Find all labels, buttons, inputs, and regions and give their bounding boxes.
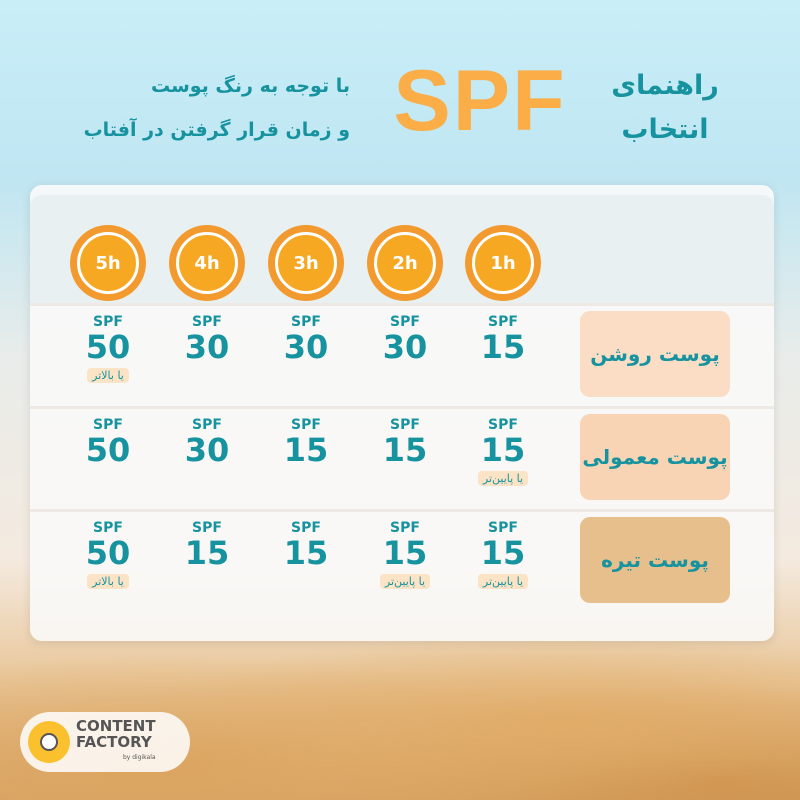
- title: راهنمای انتخاب: [600, 64, 730, 152]
- hours-header: 1h 2h 3h 4h 5h: [30, 195, 774, 305]
- spf-value: 15: [283, 431, 329, 469]
- clock-icon-4h: 4h: [169, 225, 245, 301]
- spf-cell: SPF 50 یا بالاتر: [58, 520, 158, 589]
- hour-label: 2h: [374, 232, 436, 294]
- spf-prefix: SPF: [192, 314, 222, 330]
- subtitle-line-1: با توجه به رنگ پوست: [150, 75, 350, 97]
- spf-prefix: SPF: [390, 520, 420, 536]
- spf-cell: SPF 50: [58, 417, 158, 467]
- table-row: پوست روشن SPF 15 SPF 30 SPF 30 SPF 30 SPF 50 یا بال…: [30, 303, 774, 400]
- spf-cell: SPF 15: [157, 520, 257, 570]
- spf-cell: SPF 15: [256, 417, 356, 467]
- spf-value: 15: [480, 328, 526, 366]
- spf-value: 30: [382, 328, 428, 366]
- spf-prefix: SPF: [192, 417, 222, 433]
- spf-value: 30: [184, 431, 230, 469]
- hour-label: 3h: [275, 232, 337, 294]
- subtitle: با توجه به رنگ پوست و زمان قرار گرفتن در…: [60, 64, 350, 152]
- spf-prefix: SPF: [93, 520, 123, 536]
- spf-value: 30: [184, 328, 230, 366]
- spf-prefix: SPF: [390, 417, 420, 433]
- spf-prefix: SPF: [93, 417, 123, 433]
- spf-prefix: SPF: [93, 314, 123, 330]
- spf-prefix: SPF: [390, 314, 420, 330]
- spf-prefix: SPF: [488, 314, 518, 330]
- subtitle-line-2: و زمان قرار گرفتن در آفتاب: [83, 119, 350, 141]
- spf-table: 1h 2h 3h 4h 5h پوست روشن SPF 15 SPF 30 SPF 30 SPF 30…: [30, 185, 774, 641]
- spf-cell: SPF 15: [355, 417, 455, 467]
- spf-prefix: SPF: [192, 520, 222, 536]
- logo-text-2: FACTORY: [76, 733, 152, 751]
- spf-prefix: SPF: [488, 417, 518, 433]
- spf-cell: SPF 30: [157, 417, 257, 467]
- clock-icon-1h: 1h: [465, 225, 541, 301]
- spf-cell: SPF 15 یا پایین‌تر: [453, 520, 553, 589]
- spf-cell: SPF 15: [256, 520, 356, 570]
- spf-qualifier-badge: یا پایین‌تر: [379, 574, 431, 589]
- spf-value: 15: [480, 431, 526, 469]
- logo-icon: [28, 721, 70, 763]
- title-line-2: انتخاب: [621, 114, 709, 145]
- hour-label: 1h: [472, 232, 534, 294]
- spf-value: 30: [283, 328, 329, 366]
- spf-qualifier-badge: یا پایین‌تر: [477, 471, 529, 486]
- logo-byline: by digikala: [122, 754, 156, 761]
- spf-value: 15: [184, 534, 230, 572]
- skin-type-label: پوست معمولی: [580, 414, 730, 500]
- hour-label: 5h: [77, 232, 139, 294]
- spf-prefix: SPF: [291, 417, 321, 433]
- clock-icon-5h: 5h: [70, 225, 146, 301]
- spf-value: 15: [480, 534, 526, 572]
- spf-cell: SPF 15 یا پایین‌تر: [355, 520, 455, 589]
- spf-prefix: SPF: [488, 520, 518, 536]
- spf-value: 15: [382, 431, 428, 469]
- skin-type-label: پوست روشن: [580, 311, 730, 397]
- spf-prefix: SPF: [291, 314, 321, 330]
- hour-label: 4h: [176, 232, 238, 294]
- spf-value: 50: [85, 534, 131, 572]
- table-row: پوست معمولی SPF 15 یا پایین‌تر SPF 15 SPF 15 SPF…: [30, 406, 774, 503]
- clock-icon-2h: 2h: [367, 225, 443, 301]
- spf-prefix: SPF: [291, 520, 321, 536]
- spf-qualifier-badge: یا بالاتر: [87, 574, 129, 589]
- spf-qualifier-badge: یا بالاتر: [87, 368, 129, 383]
- spf-value: 50: [85, 328, 131, 366]
- spf-value: 15: [382, 534, 428, 572]
- table-row: پوست تیره SPF 15 یا پایین‌تر SPF 15 یا پایین‌ت…: [30, 509, 774, 606]
- clock-icon-3h: 3h: [268, 225, 344, 301]
- spf-value: 50: [85, 431, 131, 469]
- spf-cell: SPF 30: [256, 314, 356, 364]
- spf-qualifier-badge: یا پایین‌تر: [477, 574, 529, 589]
- spf-cell: SPF 15 یا پایین‌تر: [453, 417, 553, 486]
- spf-value: 15: [283, 534, 329, 572]
- logo-text-1: CONTENT: [76, 717, 156, 735]
- spf-cell: SPF 30: [355, 314, 455, 364]
- title-line-1: راهنمای: [611, 70, 719, 101]
- spf-cell: SPF 30: [157, 314, 257, 364]
- spf-cell: SPF 50 یا بالاتر: [58, 314, 158, 383]
- spf-cell: SPF 15: [453, 314, 553, 364]
- skin-type-label: پوست تیره: [580, 517, 730, 603]
- content-factory-logo: CONTENT FACTORY by digikala: [20, 712, 190, 772]
- spf-heading: SPF: [393, 53, 567, 149]
